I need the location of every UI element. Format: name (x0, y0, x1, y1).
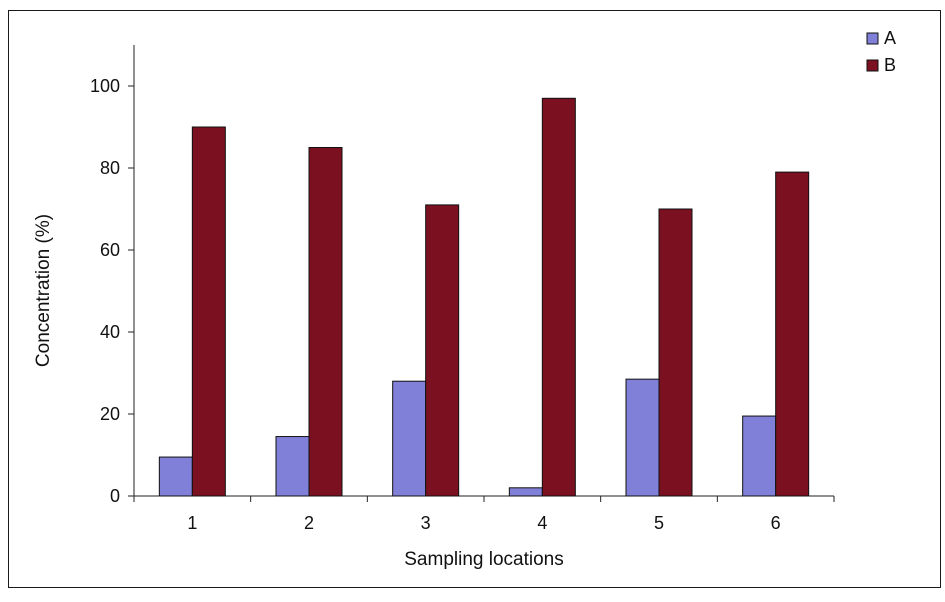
legend-label-a: A (884, 28, 896, 48)
x-tick-label: 6 (771, 513, 781, 533)
x-tick-label: 1 (187, 513, 197, 533)
x-axis-title: Sampling locations (404, 549, 563, 570)
bar-series-b-6 (775, 171, 810, 497)
bar-series-a-4 (508, 487, 543, 497)
y-axis-title: Concentration (%) (33, 214, 54, 367)
bar-series-b-3 (425, 204, 460, 497)
bar-series-b-1 (191, 126, 226, 497)
axes (133, 45, 834, 497)
legend-swatch-a (866, 32, 879, 45)
legend-label-b: B (884, 55, 896, 75)
bar-chart: 0 20 40 60 80 100 1 2 3 4 5 6 Sampling locations C… (33, 28, 896, 570)
x-tick-label: 4 (537, 513, 547, 533)
legend: AB (866, 28, 896, 75)
bar-series-a-3 (392, 380, 427, 497)
chart-frame: 0 20 40 60 80 100 1 2 3 4 5 6 Sampling locations C… (8, 10, 941, 588)
bars (158, 97, 810, 497)
y-tick-label: 60 (100, 240, 120, 260)
y-tick-label: 40 (100, 322, 120, 342)
y-tick-label: 100 (90, 76, 120, 96)
y-tick-label: 20 (100, 404, 120, 424)
bar-series-a-2 (275, 436, 310, 497)
x-tick-label: 5 (654, 513, 664, 533)
y-ticks: 0 20 40 60 80 100 (90, 76, 134, 506)
y-tick-label: 0 (110, 486, 120, 506)
y-tick-label: 80 (100, 158, 120, 178)
bar-series-a-1 (158, 456, 193, 497)
x-tick-label: 3 (421, 513, 431, 533)
x-tick-label: 2 (304, 513, 314, 533)
legend-swatch-b (866, 59, 879, 72)
bar-series-b-5 (658, 208, 693, 497)
bar-series-b-4 (541, 97, 576, 497)
bar-series-a-5 (625, 378, 660, 497)
bar-series-a-6 (742, 415, 777, 497)
x-ticks: 1 2 3 4 5 6 (133, 496, 835, 533)
bar-series-b-2 (308, 147, 343, 497)
